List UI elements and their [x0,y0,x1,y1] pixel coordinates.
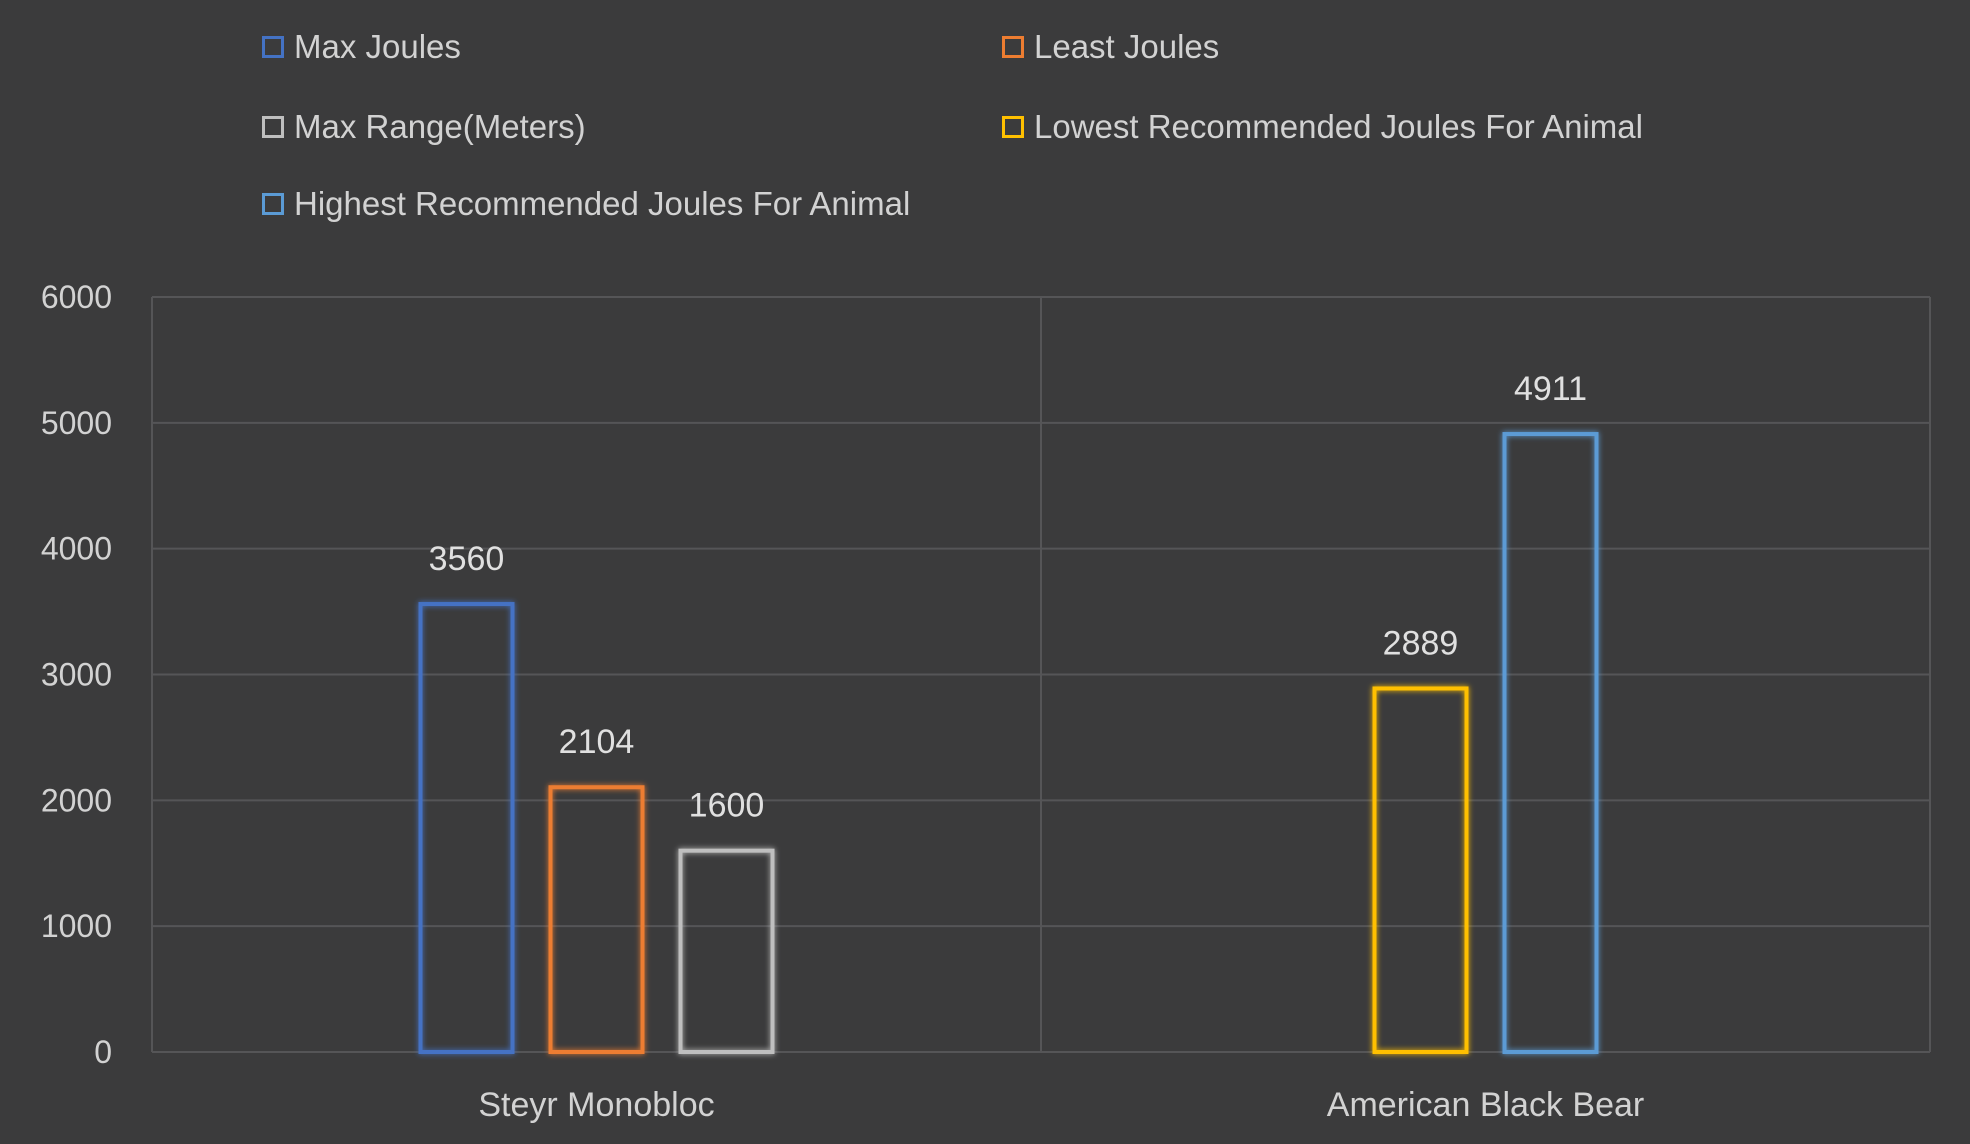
legend-item-least-joules: Least Joules [1002,28,1219,66]
legend: Max Joules Least Joules Max Range(Meters… [262,28,1822,228]
legend-swatch-max-range [262,116,284,138]
bar [1372,686,1469,1055]
y-tick-label: 0 [94,1034,112,1070]
legend-label-lowest-recommended: Lowest Recommended Joules For Animal [1034,108,1643,145]
legend-item-highest-recommended: Highest Recommended Joules For Animal [262,185,910,223]
legend-label-max-range: Max Range(Meters) [294,108,586,145]
y-tick-label: 3000 [41,657,112,693]
legend-label-least-joules: Least Joules [1034,28,1220,65]
data-label: 3560 [429,540,505,578]
legend-swatch-highest-recommended [262,193,284,215]
y-tick-label: 1000 [41,908,112,944]
legend-item-max-joules: Max Joules [262,28,461,66]
x-category-label: Steyr Monobloc [478,1086,714,1124]
legend-label-highest-recommended: Highest Recommended Joules For Animal [294,185,911,222]
data-label: 1600 [689,787,765,825]
bar [418,602,515,1054]
y-tick-label: 4000 [41,531,112,567]
legend-swatch-max-joules [262,36,284,58]
legend-swatch-lowest-recommended [1002,116,1024,138]
bar [548,785,645,1054]
y-tick-label: 2000 [41,782,112,818]
y-tick-label: 6000 [41,279,112,315]
legend-label-max-joules: Max Joules [294,28,461,65]
legend-swatch-least-joules [1002,36,1024,58]
data-label: 4911 [1514,370,1587,408]
bar [678,848,775,1055]
x-category-label: American Black Bear [1327,1086,1644,1124]
data-label: 2889 [1383,624,1459,662]
legend-item-lowest-recommended: Lowest Recommended Joules For Animal [1002,108,1643,146]
legend-item-max-range: Max Range(Meters) [262,108,586,146]
bar [1502,432,1599,1055]
data-label: 2104 [559,723,635,761]
y-tick-label: 5000 [41,405,112,441]
